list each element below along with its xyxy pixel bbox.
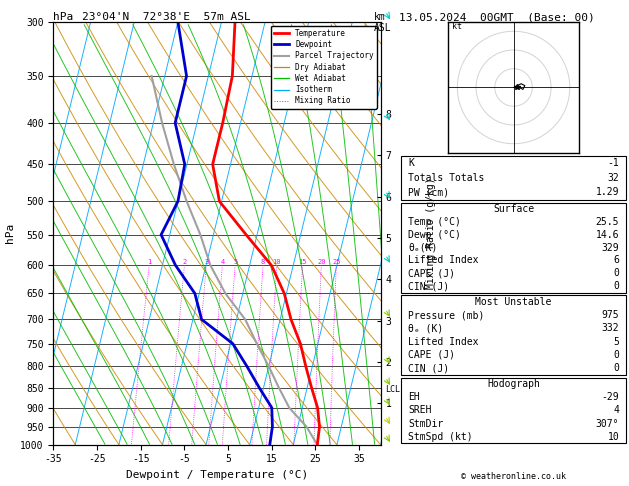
Text: 8: 8 bbox=[261, 260, 265, 265]
Text: kt: kt bbox=[452, 22, 462, 32]
Text: 0: 0 bbox=[613, 363, 619, 373]
Text: 0: 0 bbox=[613, 350, 619, 360]
X-axis label: Dewpoint / Temperature (°C): Dewpoint / Temperature (°C) bbox=[126, 470, 308, 480]
Text: 6: 6 bbox=[613, 256, 619, 265]
Text: K: K bbox=[408, 158, 414, 168]
Text: Most Unstable: Most Unstable bbox=[476, 297, 552, 307]
Text: 1.29: 1.29 bbox=[596, 188, 619, 197]
Text: CIN (J): CIN (J) bbox=[408, 281, 449, 291]
Y-axis label: Mixing Ratio (g/kg): Mixing Ratio (g/kg) bbox=[426, 177, 436, 289]
Text: 14.6: 14.6 bbox=[596, 230, 619, 240]
Text: 5: 5 bbox=[613, 337, 619, 347]
Text: Surface: Surface bbox=[493, 204, 534, 214]
Text: Lifted Index: Lifted Index bbox=[408, 256, 479, 265]
Text: 332: 332 bbox=[601, 324, 619, 333]
Text: Pressure (mb): Pressure (mb) bbox=[408, 310, 484, 320]
Text: Temp (°C): Temp (°C) bbox=[408, 217, 461, 227]
Text: Dewp (°C): Dewp (°C) bbox=[408, 230, 461, 240]
Y-axis label: hPa: hPa bbox=[4, 223, 14, 243]
Text: θₑ (K): θₑ (K) bbox=[408, 324, 443, 333]
Text: StmDir: StmDir bbox=[408, 418, 443, 429]
Text: 975: 975 bbox=[601, 310, 619, 320]
Text: hPa: hPa bbox=[53, 12, 74, 22]
Text: 23°04'N  72°38'E  57m ASL: 23°04'N 72°38'E 57m ASL bbox=[82, 12, 250, 22]
Text: 307°: 307° bbox=[596, 418, 619, 429]
Text: Totals Totals: Totals Totals bbox=[408, 173, 484, 183]
Text: 4: 4 bbox=[613, 405, 619, 416]
Text: PW (cm): PW (cm) bbox=[408, 188, 449, 197]
Text: CIN (J): CIN (J) bbox=[408, 363, 449, 373]
Text: 10: 10 bbox=[608, 432, 619, 442]
Text: -29: -29 bbox=[601, 392, 619, 402]
Legend: Temperature, Dewpoint, Parcel Trajectory, Dry Adiabat, Wet Adiabat, Isotherm, Mi: Temperature, Dewpoint, Parcel Trajectory… bbox=[270, 26, 377, 108]
Text: 329: 329 bbox=[601, 243, 619, 253]
Text: CAPE (J): CAPE (J) bbox=[408, 268, 455, 278]
Text: 20: 20 bbox=[317, 260, 326, 265]
Text: 0: 0 bbox=[613, 268, 619, 278]
Text: Lifted Index: Lifted Index bbox=[408, 337, 479, 347]
Text: 25.5: 25.5 bbox=[596, 217, 619, 227]
Text: km
ASL: km ASL bbox=[374, 12, 392, 33]
Text: StmSpd (kt): StmSpd (kt) bbox=[408, 432, 472, 442]
Text: CAPE (J): CAPE (J) bbox=[408, 350, 455, 360]
Text: © weatheronline.co.uk: © weatheronline.co.uk bbox=[461, 472, 566, 481]
Text: SREH: SREH bbox=[408, 405, 431, 416]
Text: Hodograph: Hodograph bbox=[487, 379, 540, 389]
Text: 0: 0 bbox=[613, 281, 619, 291]
Text: 25: 25 bbox=[332, 260, 340, 265]
Text: LCL: LCL bbox=[385, 385, 399, 394]
Text: θₑ(K): θₑ(K) bbox=[408, 243, 437, 253]
Text: 1: 1 bbox=[147, 260, 151, 265]
Text: 2: 2 bbox=[182, 260, 187, 265]
Text: 13.05.2024  00GMT  (Base: 00): 13.05.2024 00GMT (Base: 00) bbox=[399, 12, 595, 22]
Text: 3: 3 bbox=[204, 260, 208, 265]
Text: 10: 10 bbox=[272, 260, 281, 265]
Text: 32: 32 bbox=[608, 173, 619, 183]
Text: -1: -1 bbox=[608, 158, 619, 168]
Text: 4: 4 bbox=[220, 260, 225, 265]
Text: 5: 5 bbox=[233, 260, 237, 265]
Text: EH: EH bbox=[408, 392, 420, 402]
Text: 15: 15 bbox=[298, 260, 307, 265]
